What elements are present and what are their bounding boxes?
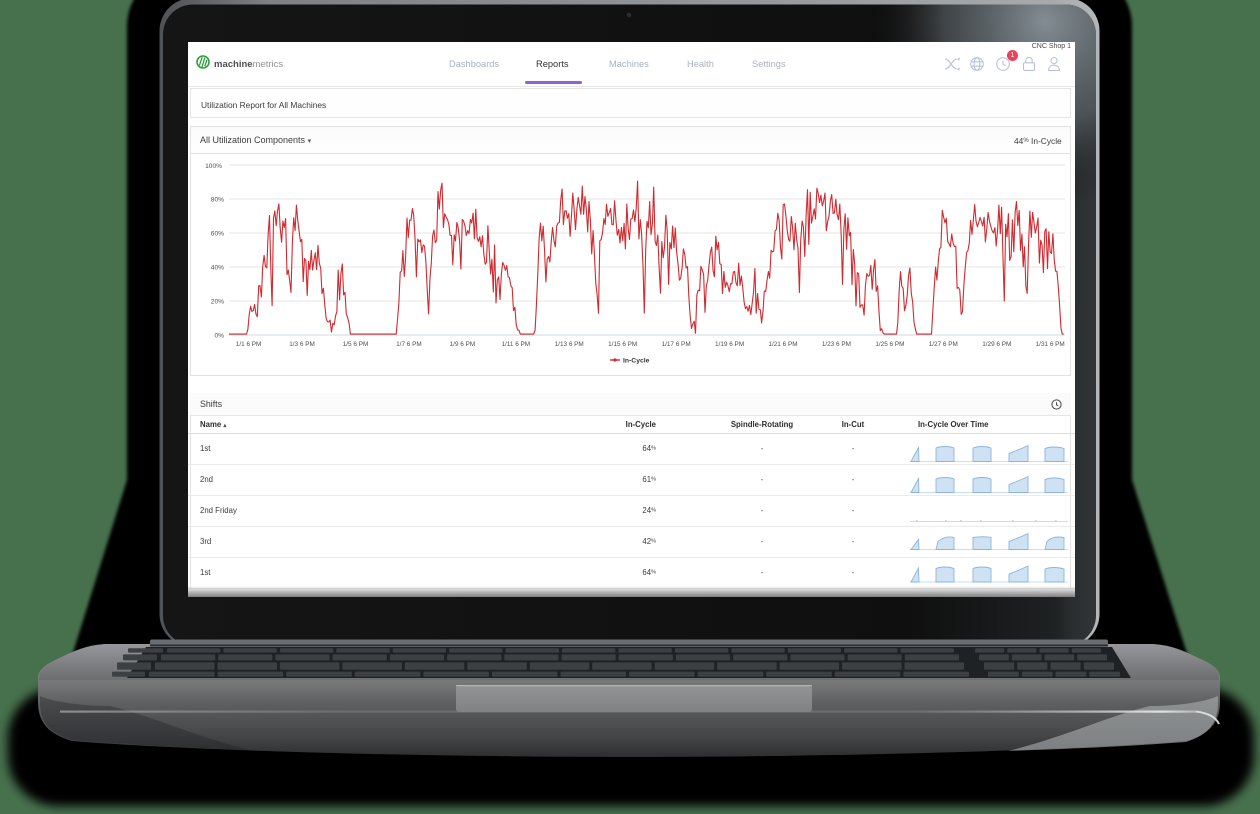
svg-text:1/21 6 PM: 1/21 6 PM xyxy=(768,341,797,348)
svg-text:1/15 6 PM: 1/15 6 PM xyxy=(608,341,637,348)
svg-text:1/23 6 PM: 1/23 6 PM xyxy=(822,341,851,348)
svg-text:1/31 6 PM: 1/31 6 PM xyxy=(1036,341,1065,348)
svg-text:0%: 0% xyxy=(214,333,224,340)
svg-text:1/29 6 PM: 1/29 6 PM xyxy=(982,341,1011,348)
svg-text:In-Cycle: In-Cycle xyxy=(623,358,650,365)
svg-text:1/17 6 PM: 1/17 6 PM xyxy=(662,341,691,348)
svg-text:80%: 80% xyxy=(211,197,224,204)
svg-text:1/11 6 PM: 1/11 6 PM xyxy=(501,341,530,348)
svg-text:1/25 6 PM: 1/25 6 PM xyxy=(875,341,904,348)
svg-text:1/19 6 PM: 1/19 6 PM xyxy=(715,341,744,348)
svg-text:40%: 40% xyxy=(211,265,224,272)
svg-text:1/13 6 PM: 1/13 6 PM xyxy=(555,341,584,348)
svg-text:100%: 100% xyxy=(205,163,222,170)
svg-text:1/9 6 PM: 1/9 6 PM xyxy=(450,341,476,348)
svg-text:1/5 6 PM: 1/5 6 PM xyxy=(343,341,369,348)
svg-text:1/1 6 PM: 1/1 6 PM xyxy=(236,341,262,348)
svg-text:1/3 6 PM: 1/3 6 PM xyxy=(289,341,315,348)
svg-text:1/27 6 PM: 1/27 6 PM xyxy=(929,341,958,348)
svg-text:1/7 6 PM: 1/7 6 PM xyxy=(396,341,422,348)
svg-text:60%: 60% xyxy=(211,231,224,238)
svg-text:20%: 20% xyxy=(211,299,224,306)
